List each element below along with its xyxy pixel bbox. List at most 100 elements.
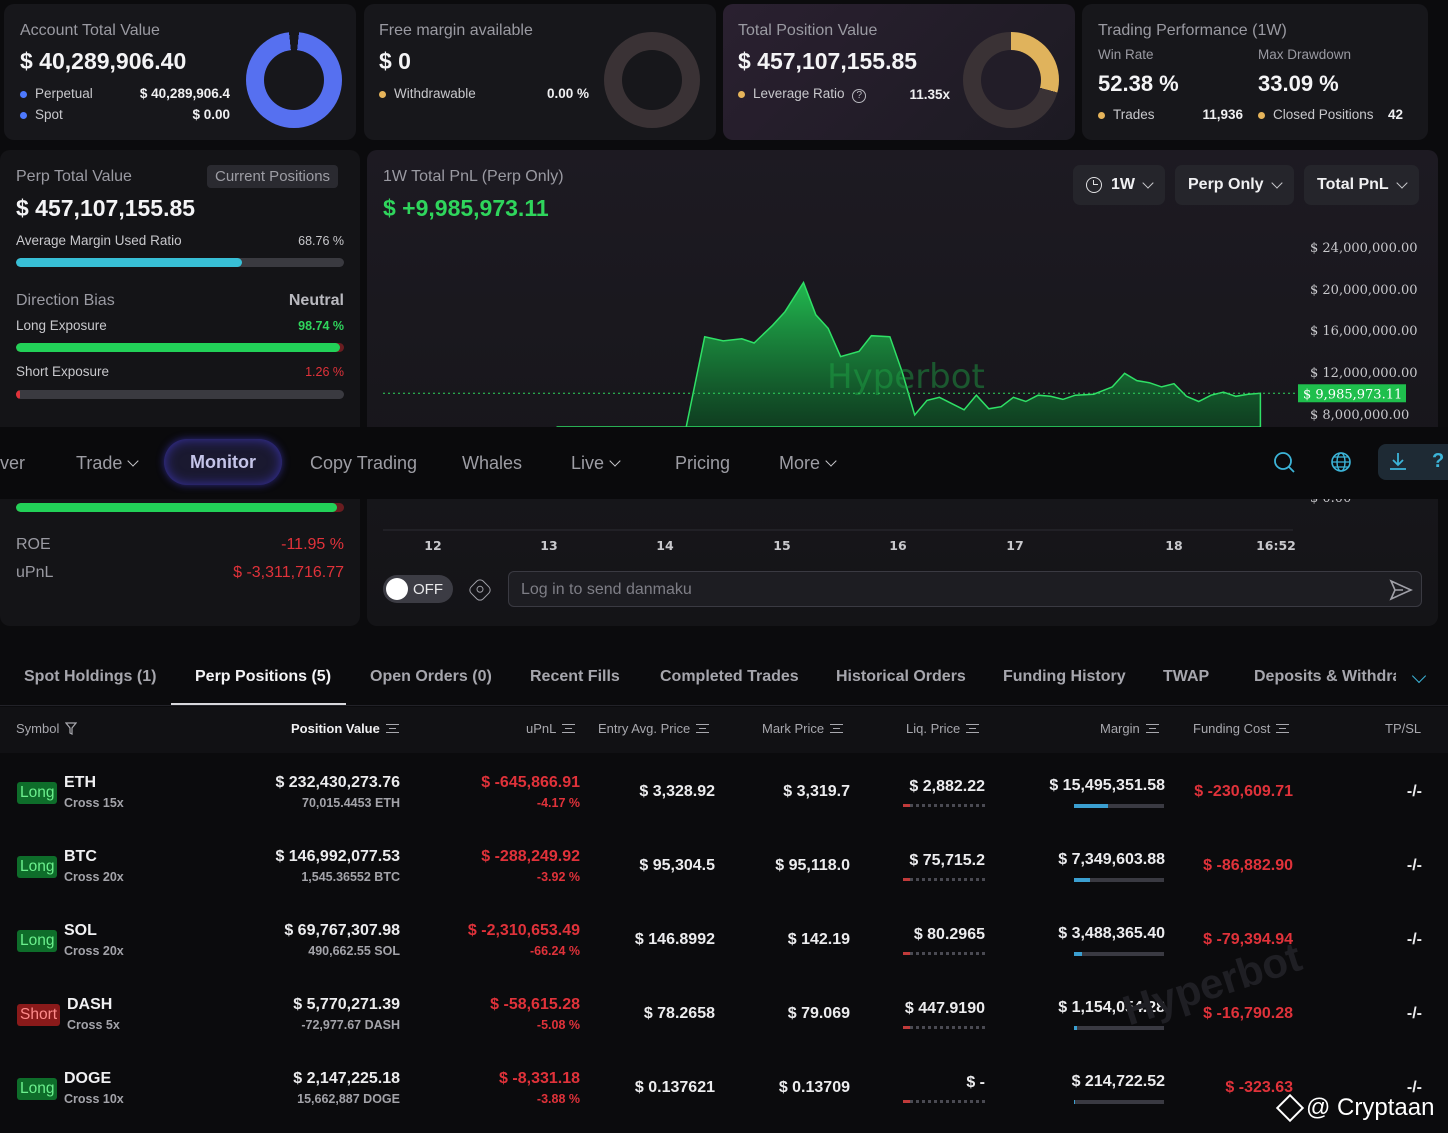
coin-symbol[interactable]: DOGE xyxy=(64,1070,112,1087)
nav-item-overview[interactable]: ver xyxy=(0,452,26,473)
tab-deposits-withdrawals[interactable]: Deposits & Withdraw xyxy=(1254,668,1396,685)
liq-distance-indicator xyxy=(903,1026,985,1029)
account-total-card: Account Total Value $ 40,289,906.40 Perp… xyxy=(4,4,356,140)
sort-icon[interactable] xyxy=(696,724,710,733)
timeframe-label: 1W xyxy=(1111,176,1135,193)
tab-twap[interactable]: TWAP xyxy=(1163,668,1210,685)
closed-positions-label: Closed Positions xyxy=(1273,107,1374,122)
perpetual-label: Perpetual xyxy=(35,86,93,101)
send-icon[interactable] xyxy=(1389,579,1413,601)
tab-spot-holdings[interactable]: Spot Holdings (1) xyxy=(24,668,157,685)
tab-historical-orders[interactable]: Historical Orders xyxy=(836,668,966,685)
download-button[interactable]: ? xyxy=(1378,444,1448,480)
sort-icon[interactable] xyxy=(562,724,576,733)
table-row[interactable]: Long DOGE Cross 10x $ 2,147,225.18 15,66… xyxy=(0,1050,1448,1124)
active-tab-underline xyxy=(171,703,346,705)
perp-only-dropdown[interactable]: Perp Only xyxy=(1175,165,1294,205)
nav-item-live[interactable]: Live xyxy=(571,453,621,474)
x-tick-label: 13 xyxy=(540,538,557,553)
timeframe-dropdown[interactable]: 1W xyxy=(1073,165,1165,205)
col-funding-cost[interactable]: Funding Cost xyxy=(1193,721,1290,736)
nav-item-copy-trading[interactable]: Copy Trading xyxy=(310,452,418,473)
col-liq-price[interactable]: Liq. Price xyxy=(906,721,980,736)
nav-item-monitor[interactable]: Monitor xyxy=(164,439,282,485)
tab-completed-trades[interactable]: Completed Trades xyxy=(660,668,799,685)
long-exposure-label: Long Exposure xyxy=(16,318,107,333)
nav-item-trade[interactable]: Trade xyxy=(76,453,140,474)
tab-recent-fills[interactable]: Recent Fills xyxy=(530,668,620,685)
margin-usage-fill xyxy=(1074,952,1083,956)
table-row[interactable]: Long SOL Cross 20x $ 69,767,307.98 490,6… xyxy=(0,902,1448,976)
side-badge: Long xyxy=(17,856,58,878)
liq-distance-indicator xyxy=(903,878,985,881)
col-position-value[interactable]: Position Value xyxy=(291,721,399,736)
col-entry-price[interactable]: Entry Avg. Price xyxy=(598,721,710,736)
sort-icon[interactable] xyxy=(966,724,980,733)
nav-item-more[interactable]: More xyxy=(779,453,837,474)
entry-price: $ 0.137621 xyxy=(634,1079,715,1096)
col-upnl[interactable]: uPnL xyxy=(526,721,576,736)
max-drawdown-value: 33.09 % xyxy=(1258,71,1339,96)
sort-icon[interactable] xyxy=(385,724,399,733)
tabs-more-chevron-icon[interactable] xyxy=(1411,668,1427,684)
perp-total-value: $ 457,107,155.85 xyxy=(16,195,196,221)
roe-label: ROE xyxy=(16,536,51,553)
liq-distance-indicator xyxy=(903,1100,985,1103)
nav-item-whales[interactable]: Whales xyxy=(462,452,523,473)
col-symbol[interactable]: Symbol xyxy=(16,721,78,736)
sort-icon[interactable] xyxy=(1276,724,1290,733)
danmaku-toggle[interactable]: OFF xyxy=(383,575,453,603)
top-navigation: ver Trade Monitor Copy Trading Whales Li… xyxy=(0,427,1448,499)
roe-bar xyxy=(16,503,344,512)
col-margin[interactable]: Margin xyxy=(1100,721,1159,736)
question-circle-icon[interactable]: ? xyxy=(852,89,867,103)
tpsl-value[interactable]: -/- xyxy=(1406,1079,1422,1096)
mark-price: $ 79.069 xyxy=(787,1005,850,1022)
table-row[interactable]: Short DASH Cross 5x $ 5,770,271.39 -72,9… xyxy=(0,976,1448,1050)
side-badge: Long xyxy=(17,1078,58,1100)
perpetual-value: $ 40,289,906.4 xyxy=(139,86,230,101)
search-icon[interactable] xyxy=(1273,451,1297,475)
liq-price: $ 80.2965 xyxy=(913,926,985,943)
margin-value: $ 3,488,365.40 xyxy=(1058,925,1165,942)
table-row[interactable]: Long BTC Cross 20x $ 146,992,077.53 1,54… xyxy=(0,828,1448,902)
coin-symbol[interactable]: BTC xyxy=(64,848,97,865)
y-tick-label: $ 16,000,000.00 xyxy=(1310,324,1418,339)
danmaku-input[interactable]: Log in to send danmaku xyxy=(508,571,1422,607)
tab-perp-positions[interactable]: Perp Positions (5) xyxy=(195,668,332,685)
sort-icon[interactable] xyxy=(1145,724,1159,733)
tab-funding-history[interactable]: Funding History xyxy=(1003,668,1126,685)
col-tpsl[interactable]: TP/SL xyxy=(1385,721,1422,736)
col-mark-price[interactable]: Mark Price xyxy=(762,721,844,736)
coin-symbol[interactable]: ETH xyxy=(64,774,96,791)
roe-row: ROE -11.95 % xyxy=(16,536,344,554)
coin-symbol[interactable]: SOL xyxy=(64,922,97,939)
total-pnl-dropdown[interactable]: Total PnL xyxy=(1304,165,1419,205)
pnl-chart-panel: 1W Total PnL (Perp Only) $ +9,985,973.11… xyxy=(367,150,1438,626)
position-value: $ 232,430,273.76 xyxy=(275,774,400,791)
entry-price: $ 3,328.92 xyxy=(639,783,715,800)
upnl-percent: -66.24 % xyxy=(529,944,580,958)
table-row[interactable]: Long ETH Cross 15x $ 232,430,273.76 70,0… xyxy=(0,754,1448,828)
tpsl-value[interactable]: -/- xyxy=(1406,857,1422,874)
monitor-label: Monitor xyxy=(190,451,256,472)
margin-usage-fill xyxy=(1074,878,1091,882)
position-value: $ 2,147,225.18 xyxy=(293,1070,400,1087)
win-rate-label: Win Rate xyxy=(1098,47,1154,62)
current-positions-button[interactable]: Current Positions xyxy=(207,165,339,188)
nav-item-pricing[interactable]: Pricing xyxy=(675,452,731,473)
table-header-bg xyxy=(0,707,1448,753)
entry-price: $ 146.8992 xyxy=(634,931,715,948)
tab-open-orders[interactable]: Open Orders (0) xyxy=(370,668,492,685)
coin-symbol[interactable]: DASH xyxy=(67,996,113,1013)
globe-icon[interactable] xyxy=(1330,451,1354,475)
filter-icon[interactable] xyxy=(65,722,78,735)
y-tick-label: $ 20,000,000.00 xyxy=(1310,283,1418,298)
tpsl-value[interactable]: -/- xyxy=(1406,1005,1422,1022)
sort-icon[interactable] xyxy=(830,724,844,733)
help-icon[interactable]: ? xyxy=(1432,450,1445,472)
tpsl-value[interactable]: -/- xyxy=(1406,783,1422,800)
tpsl-value[interactable]: -/- xyxy=(1406,931,1422,948)
margin-mode: Cross 20x xyxy=(64,944,124,958)
pnl-title: 1W Total PnL (Perp Only) xyxy=(383,168,564,185)
